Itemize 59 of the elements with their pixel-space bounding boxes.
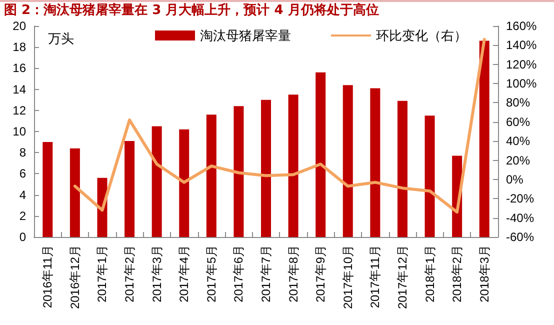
bar: [288, 94, 298, 237]
chart-title: 图 2：淘汰母猪屠宰量在 3 月大幅上升，预计 4 月仍将处于高位: [0, 0, 554, 20]
x-tick-label: 2018年2月: [450, 245, 464, 302]
x-tick-label: 2017年10月: [340, 245, 355, 310]
bar: [152, 126, 162, 237]
y2-tick-label: 80%: [506, 96, 530, 110]
bar: [424, 116, 435, 237]
x-tick-label: 2018年3月: [477, 245, 492, 302]
y2-tick-label: 20%: [506, 153, 530, 168]
legend-label: 环比变化（右）: [376, 28, 467, 43]
x-tick-label: 2017年7月: [259, 245, 273, 302]
x-tick-label: 2017年5月: [204, 245, 218, 302]
y-tick-label: 18: [12, 40, 26, 54]
y2-tick-label: 140%: [506, 38, 538, 52]
bar: [479, 40, 490, 237]
bar: [316, 72, 326, 237]
y-tick-label: 8: [19, 146, 26, 160]
y-tick-label: 4: [19, 188, 26, 202]
y2-tick-label: 60%: [506, 114, 530, 129]
x-tick-label: 2017年11月: [368, 245, 382, 308]
bar: [179, 129, 190, 237]
y-tick-label: 16: [12, 61, 26, 76]
y-tick-label: 12: [12, 103, 26, 118]
bar: [70, 148, 80, 237]
x-tick-label: 2017年12月: [395, 245, 410, 310]
x-tick-label: 2017年9月: [314, 245, 328, 302]
bar: [124, 140, 135, 237]
y-axis-title: 万头: [48, 31, 74, 46]
y-tick-label: 14: [12, 82, 26, 96]
legend-label: 淘汰母猪屠宰量: [200, 28, 291, 43]
x-tick-label: 2016年11月: [40, 245, 55, 308]
y2-tick-label: 100%: [506, 76, 538, 91]
bar: [397, 100, 408, 237]
x-tick-label: 2017年6月: [232, 245, 246, 302]
bar: [206, 114, 216, 237]
bar: [261, 100, 271, 237]
y2-tick-label: 160%: [506, 19, 538, 33]
y-tick-label: 10: [12, 124, 26, 138]
y2-tick-label: 120%: [506, 57, 538, 72]
y2-tick-label: -20%: [506, 192, 534, 206]
x-tick-label: 2017年2月: [122, 245, 137, 302]
bar: [42, 142, 53, 237]
x-tick-label: 2017年4月: [177, 245, 192, 302]
x-tick-label: 2017年8月: [286, 245, 300, 302]
bar: [370, 88, 380, 237]
x-tick-label: 2018年1月: [422, 245, 437, 302]
y2-tick-label: 0%: [506, 172, 524, 186]
x-tick-label: 2017年3月: [150, 245, 164, 302]
y2-tick-label: -60%: [506, 230, 534, 244]
y-tick-label: 20: [12, 19, 26, 33]
bar: [342, 85, 353, 237]
y-tick-label: 6: [19, 166, 26, 181]
y-tick-label: 0: [19, 230, 26, 244]
y-tick-label: 2: [19, 208, 26, 223]
x-tick-label: 2016年12月: [68, 245, 82, 310]
y2-tick-label: 40%: [506, 134, 530, 148]
y2-tick-label: -40%: [506, 210, 534, 225]
x-tick-label: 2017年1月: [95, 245, 110, 302]
bar: [234, 106, 244, 237]
